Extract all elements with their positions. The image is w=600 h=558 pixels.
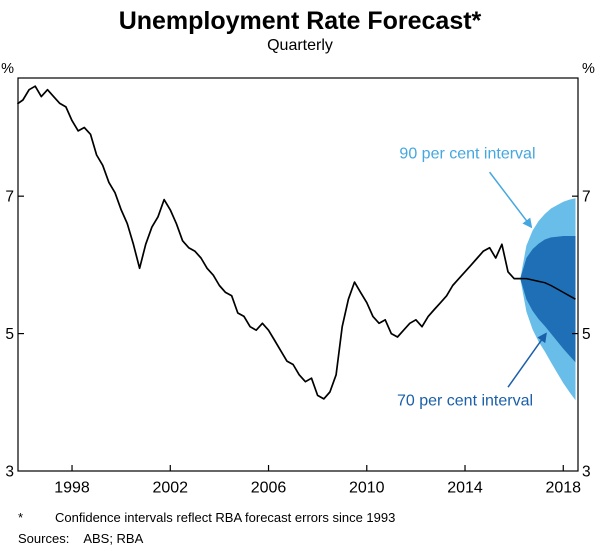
sources-text: ABS; RBA (83, 531, 144, 546)
sources-line: Sources: ABS; RBA (0, 530, 600, 547)
interval-90-label: 90 per cent interval (399, 145, 535, 162)
y-tick-label-right: 3 (582, 464, 591, 481)
y-axis-unit-right: % (582, 61, 595, 77)
y-tick-label-left: 7 (5, 189, 14, 206)
x-tick-label: 2018 (545, 480, 581, 497)
footnote-marker: * (18, 510, 24, 525)
footnote: * Confidence intervals reflect RBA foreca… (0, 509, 600, 526)
x-tick-label: 2010 (349, 480, 385, 497)
y-tick-label-left: 3 (5, 464, 14, 481)
chart-area: 1998 2002 2006 2010 2014 2018 3 3 5 5 7 7%% 90 per c… (0, 58, 600, 503)
forecast-central-line (520, 277, 576, 300)
y-tick-label-left: 5 (5, 326, 14, 343)
sources-label: Sources: (18, 531, 70, 546)
chart-subtitle: Quarterly (267, 37, 333, 54)
series-lines (17, 85, 576, 400)
history-line (17, 85, 522, 400)
x-tick-label: 2002 (152, 480, 188, 497)
confidence-bands (520, 198, 576, 401)
y-tick-label-right: 7 (582, 189, 591, 206)
interval-70-arrow (507, 332, 547, 388)
x-tick-label: 2006 (251, 480, 287, 497)
interval-70-label: 70 per cent interval (397, 393, 533, 410)
footnote-text: Confidence intervals reflect RBA forecas… (55, 510, 396, 525)
chart-title: Unemployment Rate Forecast* (118, 7, 482, 35)
annotations: 90 per cent interval 70 per cent interval (397, 145, 547, 410)
y-tick-label-right: 5 (582, 326, 591, 343)
plot-box (17, 77, 579, 472)
axes (17, 77, 579, 472)
x-tick-label: 2014 (447, 480, 483, 497)
band-70-per-cent (520, 236, 576, 363)
x-tick-label: 1998 (54, 480, 90, 497)
y-axis-unit-left: % (1, 61, 14, 77)
interval-90-arrow (488, 171, 533, 229)
